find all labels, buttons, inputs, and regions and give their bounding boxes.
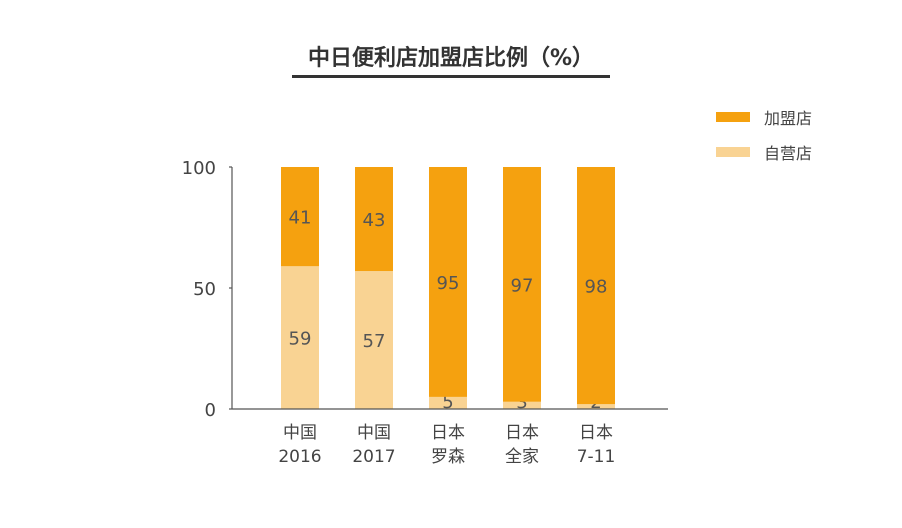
x-tick-label: 日本: [505, 423, 539, 443]
data-label: 95: [437, 273, 460, 294]
bar-segment-self-operated-4: [577, 404, 615, 409]
legend-item-self-operated: 自营店: [716, 141, 812, 163]
x-tick-label: 中国: [357, 423, 391, 443]
x-tick-label: 日本: [431, 423, 465, 443]
bar-segment-self-operated-0: [281, 266, 319, 409]
data-label: 41: [289, 208, 312, 229]
bar-segment-franchise-4: [577, 167, 615, 405]
x-tick-label: 2016: [278, 447, 321, 467]
legend-swatch-self-operated: [716, 147, 750, 157]
x-tick-label: 全家: [505, 447, 539, 467]
legend-label-franchise: 加盟店: [764, 109, 813, 128]
y-tick-label: 100: [182, 158, 216, 179]
data-label: 43: [363, 210, 386, 231]
bar-segment-franchise-3: [503, 167, 541, 402]
y-tick-label: 50: [193, 279, 216, 300]
bar-segment-franchise-0: [281, 167, 319, 267]
x-tick-label: 7-11: [577, 447, 616, 467]
title-underline: [292, 75, 610, 78]
x-tick-label: 日本: [579, 423, 613, 443]
bar-segment-self-operated-1: [355, 271, 393, 409]
legend-swatch-franchise: [716, 112, 750, 122]
data-label: 3: [516, 392, 527, 413]
data-label: 98: [585, 277, 608, 298]
legend: 加盟店 自营店: [716, 106, 812, 176]
x-tick-label: 2017: [352, 447, 395, 467]
bar-segment-franchise-1: [355, 167, 393, 272]
data-label: 59: [289, 329, 312, 350]
legend-item-franchise: 加盟店: [716, 106, 812, 128]
y-tick-label: 0: [205, 400, 216, 421]
x-tick-label: 中国: [283, 423, 317, 443]
bar-segment-self-operated-3: [503, 401, 541, 409]
bar-segment-franchise-2: [429, 167, 467, 397]
data-label: 97: [511, 275, 534, 296]
legend-label-self-operated: 自营店: [764, 144, 813, 163]
x-tick-label: 罗森: [431, 447, 465, 467]
data-label: 5: [442, 392, 453, 413]
bar-segment-self-operated-2: [429, 396, 467, 409]
data-label: 57: [363, 331, 386, 352]
chart-title: 中日便利店加盟店比例（%）: [307, 46, 595, 71]
